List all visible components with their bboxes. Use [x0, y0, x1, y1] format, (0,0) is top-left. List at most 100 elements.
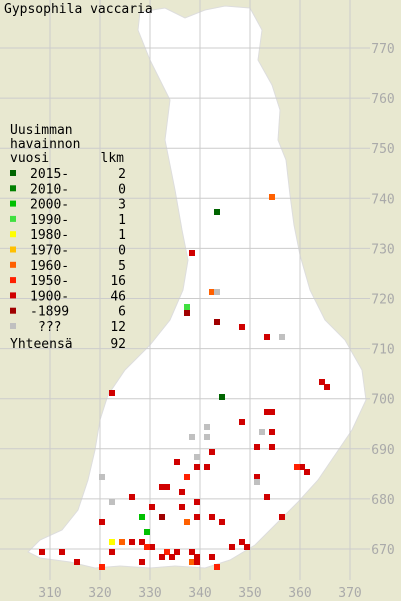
observation: [184, 310, 190, 316]
observation: [304, 469, 310, 475]
observation: [269, 429, 275, 435]
observation: [209, 449, 215, 455]
legend-count-header: lkm: [101, 151, 125, 166]
legend-label: 1990-: [30, 213, 69, 228]
observation: [209, 514, 215, 520]
legend-label: 1950-: [30, 274, 69, 289]
observation: [269, 444, 275, 450]
x-grid-label: 350: [238, 586, 261, 601]
observation: [214, 209, 220, 215]
observation: [99, 519, 105, 525]
observation: [149, 504, 155, 510]
legend-total-label: Yhteensä: [10, 337, 73, 352]
observation: [279, 334, 285, 340]
legend-marker: [10, 215, 16, 222]
legend-heading: havainnon: [10, 137, 80, 152]
observation: [179, 489, 185, 495]
legend-label: -1899: [30, 305, 69, 320]
observation: [269, 409, 275, 415]
observation: [194, 454, 200, 460]
legend-count: 5: [118, 259, 126, 274]
legend-count: 2: [118, 167, 126, 182]
observation: [184, 519, 190, 525]
legend-count: 6: [118, 305, 126, 320]
x-grid-label: 340: [188, 586, 211, 601]
legend-marker: [10, 200, 16, 207]
legend-count: 12: [110, 320, 126, 335]
observation: [189, 434, 195, 440]
observation: [184, 304, 190, 310]
x-grid-label: 360: [288, 586, 311, 601]
observation: [219, 394, 225, 400]
legend-marker: [10, 185, 16, 192]
observation: [299, 464, 305, 470]
observation: [59, 549, 65, 555]
observation: [179, 504, 185, 510]
observation: [159, 514, 165, 520]
observation: [194, 499, 200, 505]
legend-count: 16: [110, 274, 126, 289]
legend-label: 1960-: [30, 259, 69, 274]
observation: [254, 444, 260, 450]
legend-count: 3: [118, 198, 126, 213]
legend-marker: [10, 307, 16, 314]
legend-marker: [10, 292, 16, 299]
observation: [294, 464, 300, 470]
observation: [264, 494, 270, 500]
legend-count: 46: [110, 289, 126, 304]
observation: [39, 549, 45, 555]
observation: [109, 549, 115, 555]
observation: [209, 554, 215, 560]
observation: [159, 554, 165, 560]
x-grid-label: 320: [88, 586, 111, 601]
observation: [229, 544, 235, 550]
observation: [109, 499, 115, 505]
observation: [189, 250, 195, 256]
observation: [264, 334, 270, 340]
observation: [119, 539, 125, 545]
y-grid-label: 730: [371, 242, 394, 257]
y-grid-label: 740: [371, 192, 394, 207]
observations: [39, 194, 330, 570]
legend-label: 2010-: [30, 182, 69, 197]
observation: [129, 539, 135, 545]
y-grid-label: 690: [371, 443, 394, 458]
legend-count: 1: [118, 213, 126, 228]
observation: [99, 564, 105, 570]
observation: [139, 559, 145, 565]
observation: [214, 319, 220, 325]
observation: [189, 549, 195, 555]
legend-label: 1980-: [30, 228, 69, 243]
y-grid-label: 760: [371, 92, 394, 107]
observation: [194, 514, 200, 520]
observation: [204, 434, 210, 440]
observation: [319, 379, 325, 385]
observation: [214, 289, 220, 295]
observation: [279, 514, 285, 520]
legend-label: 2000-: [30, 198, 69, 213]
observation: [109, 390, 115, 396]
x-grid-label: 310: [38, 586, 61, 601]
observation: [239, 324, 245, 330]
legend-marker: [10, 261, 16, 268]
legend-marker: [10, 246, 16, 253]
observation: [269, 194, 275, 200]
grid: [0, 0, 370, 580]
legend-marker: [10, 170, 16, 176]
observation: [204, 424, 210, 430]
observation: [164, 549, 170, 555]
observation: [174, 549, 180, 555]
observation: [144, 529, 150, 535]
observation: [99, 474, 105, 480]
observation: [129, 494, 135, 500]
observation: [184, 474, 190, 480]
legend-heading: vuosi: [10, 151, 49, 166]
legend-count: 0: [118, 182, 126, 197]
legend-label: ???: [38, 320, 61, 335]
x-grid-label: 370: [338, 586, 361, 601]
x-grid-label: 330: [138, 586, 161, 601]
observation: [239, 539, 245, 545]
legend-marker: [10, 323, 16, 329]
